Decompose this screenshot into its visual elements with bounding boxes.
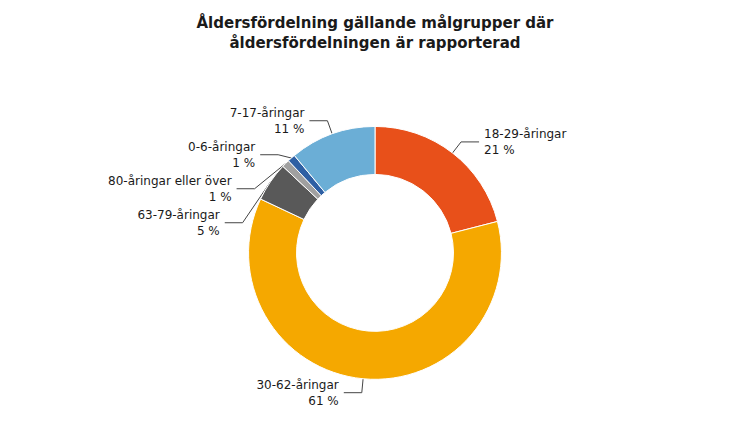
- svg-text:5 %: 5 %: [197, 224, 220, 238]
- svg-text:63-79-åringar: 63-79-åringar: [137, 208, 219, 222]
- svg-text:18-29-åringar: 18-29-åringar: [484, 127, 566, 141]
- svg-text:Åldersfördelning gällande målg: Åldersfördelning gällande målgrupper där: [196, 13, 554, 32]
- svg-text:0-6-åringar: 0-6-åringar: [188, 140, 255, 154]
- svg-text:1 %: 1 %: [232, 156, 255, 170]
- svg-text:11 %: 11 %: [274, 122, 305, 136]
- svg-text:61 %: 61 %: [308, 394, 339, 408]
- svg-text:30-62-åringar: 30-62-åringar: [256, 378, 338, 392]
- svg-text:80-åringar eller över: 80-åringar eller över: [108, 174, 232, 188]
- svg-text:21 %: 21 %: [484, 143, 514, 157]
- svg-text:åldersfördelningen är rapporte: åldersfördelningen är rapporterad: [229, 34, 520, 52]
- svg-text:1 %: 1 %: [209, 190, 232, 204]
- svg-text:7-17-åringar: 7-17-åringar: [230, 106, 305, 120]
